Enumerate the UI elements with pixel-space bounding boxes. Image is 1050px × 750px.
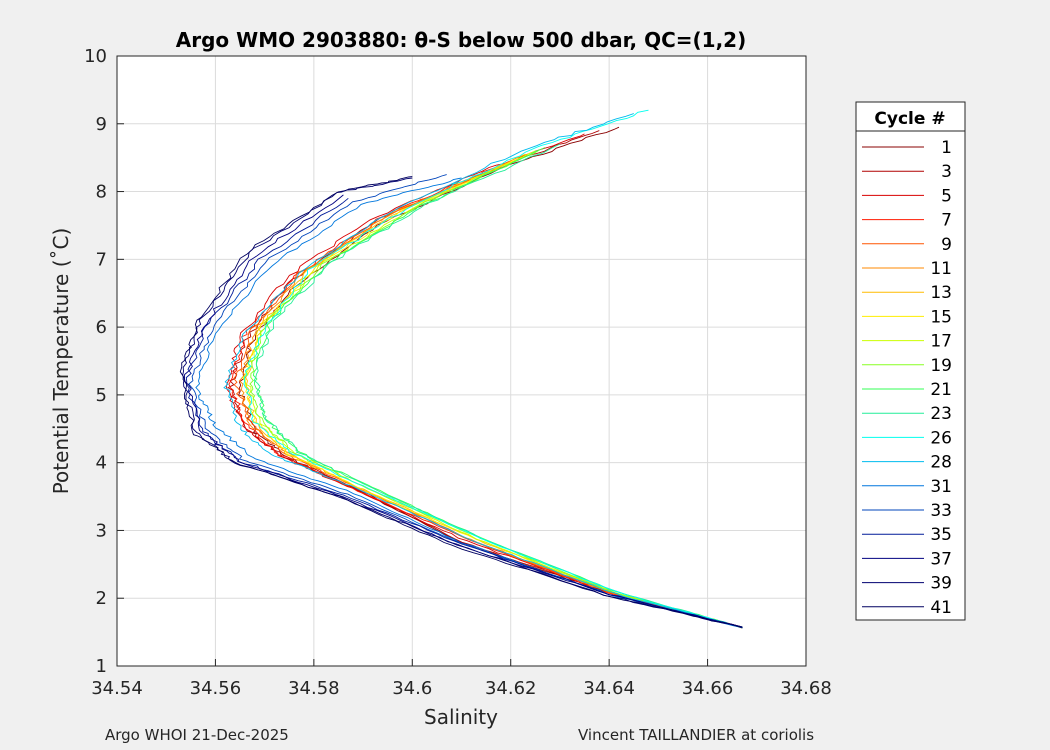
footer-author: Vincent TAILLANDIER at coriolis [578, 726, 815, 744]
axis-ticks: 34.54 34.56 34.58 34.6 34.62 34.64 34.66 34.68 1… [84, 46, 832, 699]
series-cycle-17 [242, 150, 742, 628]
series-cycle-39 [182, 177, 743, 628]
legend-label-cycle-37: 37 [930, 549, 952, 569]
legend-label-cycle-7: 7 [941, 211, 952, 231]
plot-area [117, 56, 806, 666]
y-tick-label: 2 [96, 588, 107, 609]
series-cycle-31 [195, 177, 742, 628]
y-tick-label: 10 [84, 46, 107, 67]
legend-label-cycle-13: 13 [930, 283, 952, 303]
legend-label-cycle-41: 41 [930, 598, 952, 618]
x-tick-label: 34.64 [583, 678, 635, 699]
legend-label-cycle-33: 33 [930, 501, 952, 521]
legend-label-cycle-9: 9 [941, 235, 952, 255]
legend: Cycle # 13579111315171921232628313335373… [855, 101, 966, 621]
x-tick-label: 34.62 [485, 678, 537, 699]
x-tick-label: 34.6 [392, 678, 432, 699]
series-cycle-21 [252, 147, 743, 629]
footer-source: Argo WHOI 21-Dec-2025 [105, 726, 289, 744]
y-tick-label: 7 [96, 249, 107, 270]
chart-title: Argo WMO 2903880: θ-S below 500 dbar, QC… [176, 28, 746, 52]
x-tick-label: 34.58 [288, 678, 340, 699]
y-tick-label: 1 [96, 656, 107, 677]
y-tick-label: 3 [96, 520, 107, 541]
legend-label-cycle-31: 31 [930, 477, 952, 497]
legend-label-cycle-39: 39 [930, 574, 952, 594]
series-cycle-37 [184, 194, 743, 628]
legend-title: Cycle # [874, 109, 945, 129]
legend-label-cycle-1: 1 [941, 138, 952, 158]
plot-frame [116, 55, 807, 667]
series-group [179, 109, 743, 629]
legend-label-cycle-5: 5 [941, 186, 952, 206]
legend-label-cycle-21: 21 [930, 380, 952, 400]
y-tick-label: 8 [96, 182, 107, 203]
series-cycle-41 [179, 176, 743, 628]
y-tick-label: 4 [96, 453, 107, 474]
y-tick-label: 6 [96, 317, 107, 338]
series-cycle-28 [223, 113, 742, 628]
legend-box [855, 101, 966, 621]
legend-label-cycle-35: 35 [930, 525, 952, 545]
x-axis-label: Salinity [424, 705, 498, 729]
legend-label-cycle-17: 17 [930, 332, 952, 352]
legend-label-cycle-19: 19 [930, 356, 952, 376]
legend-label-cycle-11: 11 [930, 259, 952, 279]
series-cycle-5 [225, 133, 742, 628]
x-tick-label: 34.56 [190, 678, 242, 699]
y-tick-label: 9 [96, 114, 107, 135]
legend-label-cycle-3: 3 [941, 162, 952, 182]
y-axis-label: Potential Temperature (˚C) [49, 228, 73, 495]
x-tick-label: 34.66 [682, 678, 734, 699]
legend-label-cycle-15: 15 [930, 307, 952, 327]
y-tick-label: 5 [96, 385, 107, 406]
series-cycle-26 [243, 109, 743, 628]
legend-label-cycle-28: 28 [930, 453, 952, 473]
legend-label-cycle-23: 23 [930, 404, 952, 424]
x-tick-label: 34.54 [91, 678, 143, 699]
x-tick-label: 34.68 [780, 678, 832, 699]
legend-label-cycle-26: 26 [930, 428, 952, 448]
